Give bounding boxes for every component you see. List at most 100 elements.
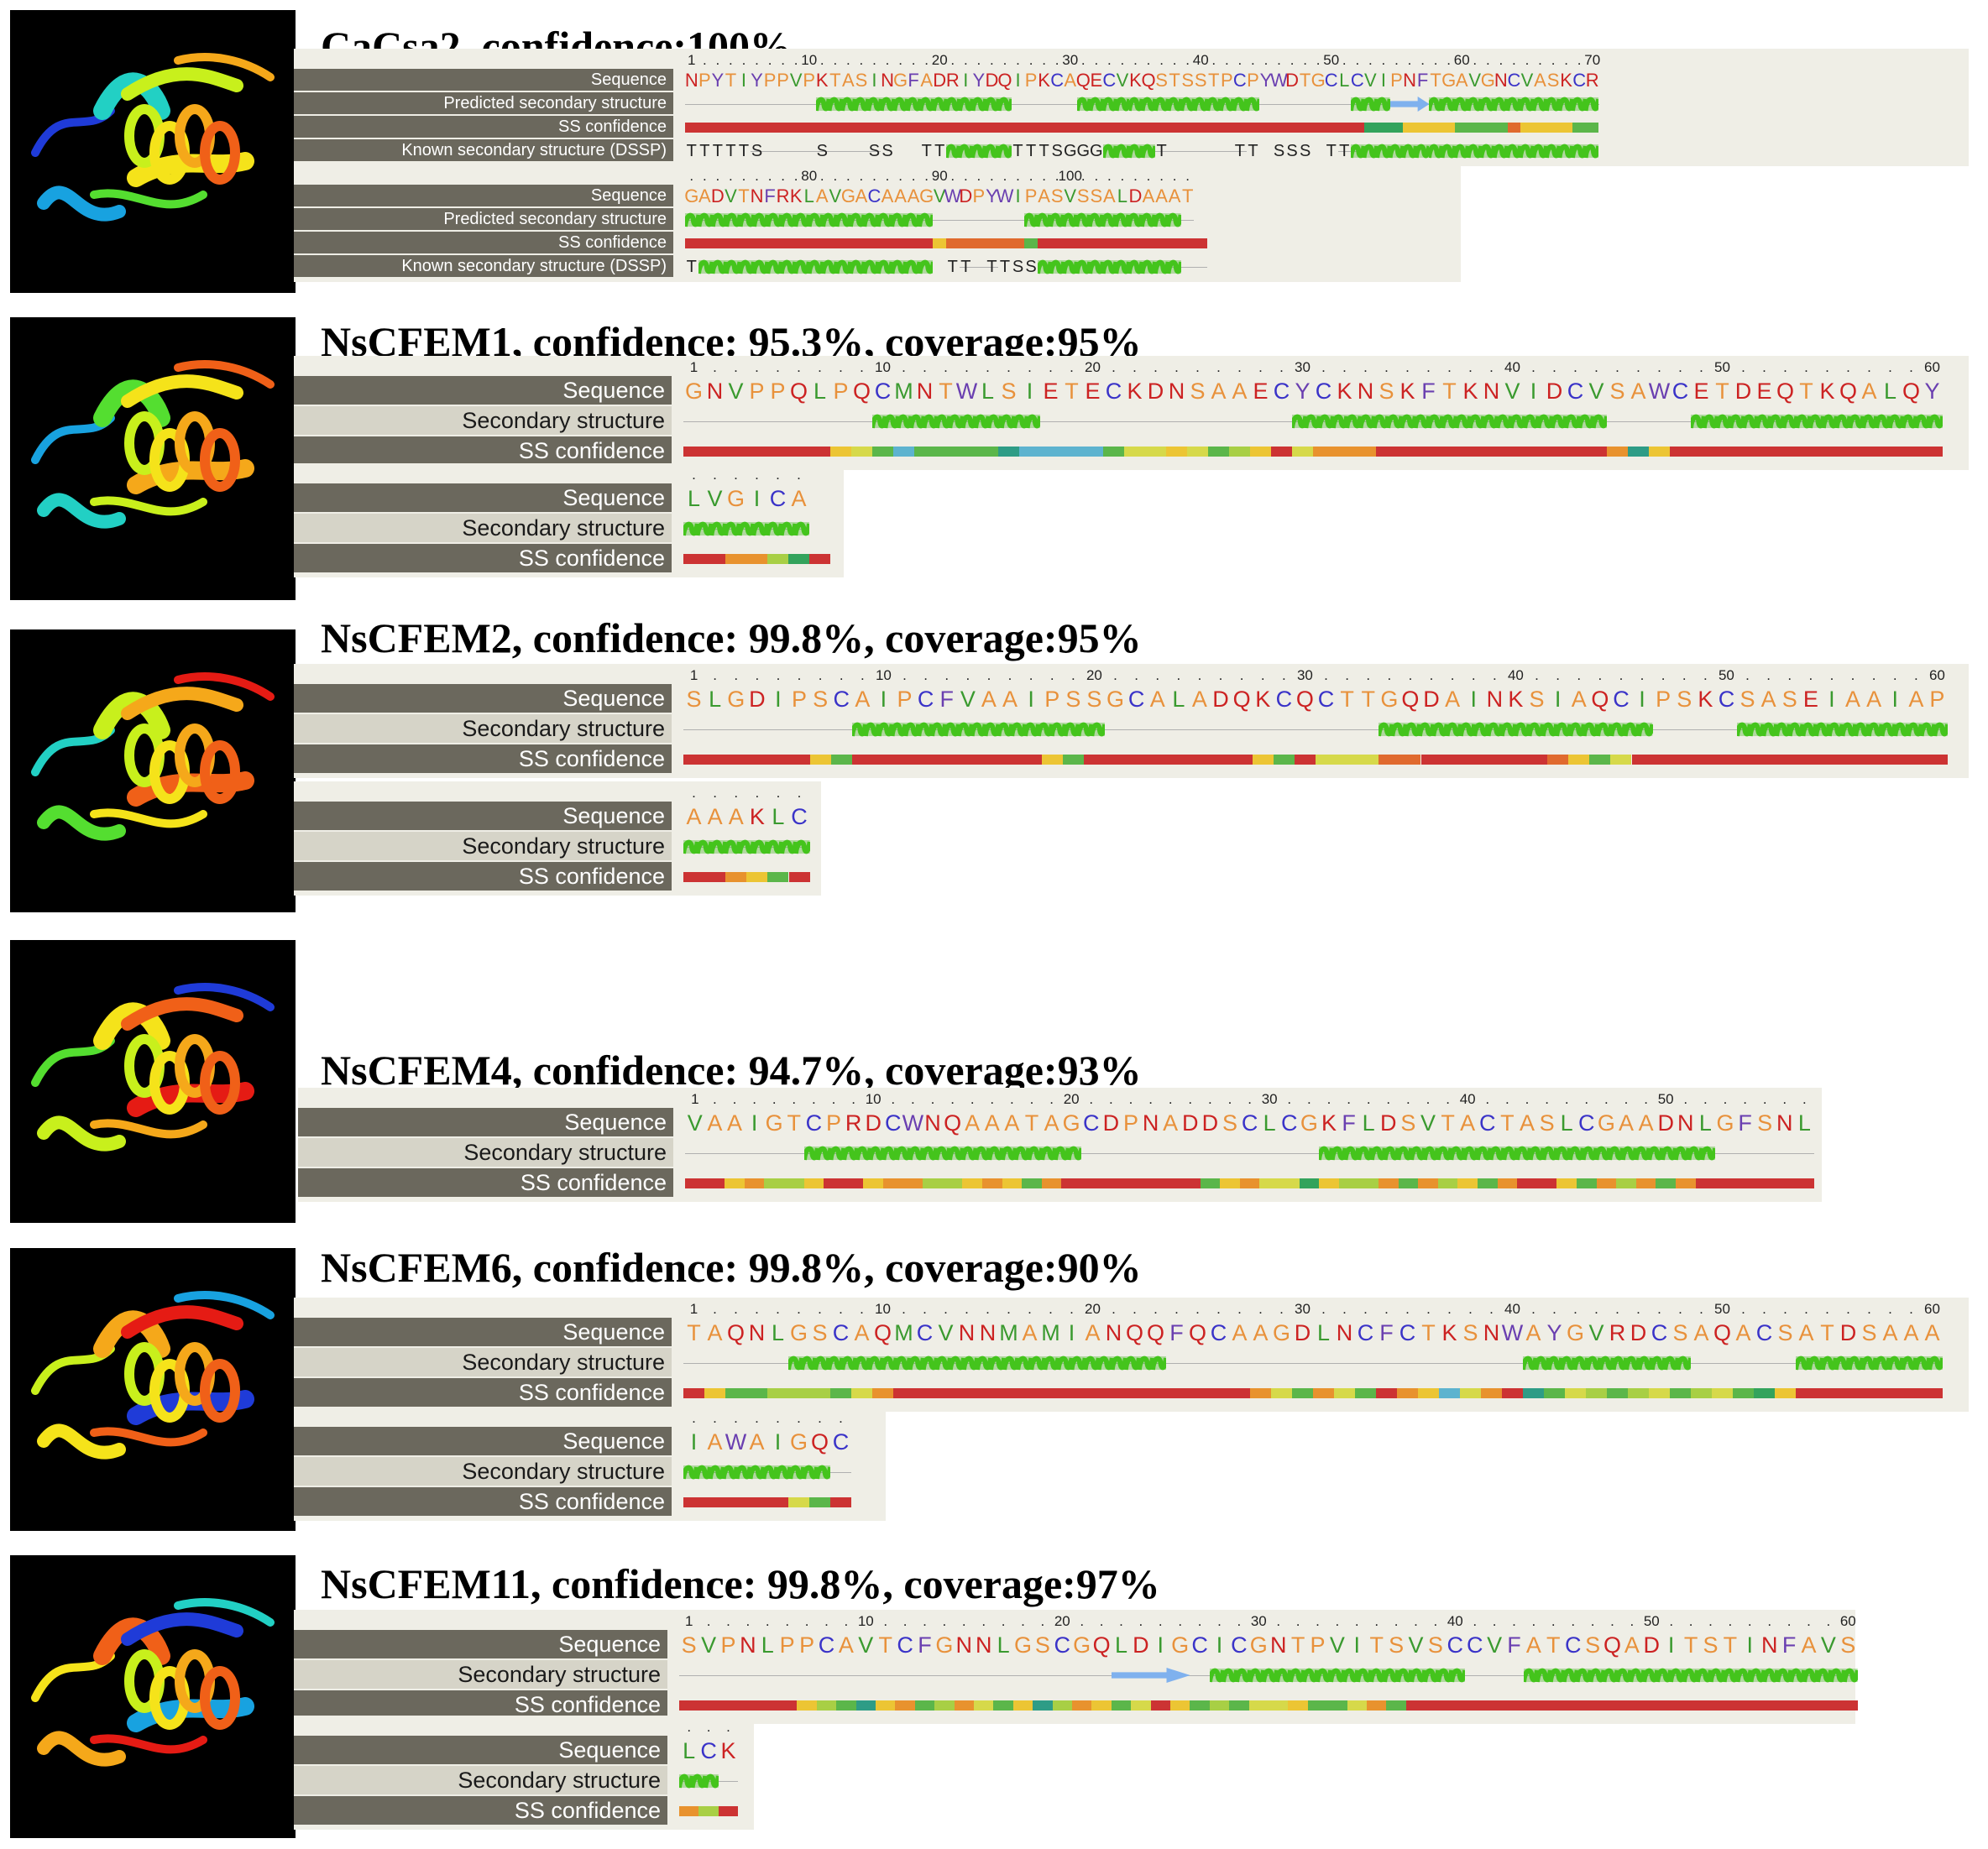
ruler-dot: . [1485, 52, 1490, 68]
ruler-dot: . [729, 52, 733, 68]
residue-letter: A [1022, 1320, 1038, 1345]
ss-confidence-segment [746, 872, 768, 882]
ruler-dot: . [1678, 1301, 1682, 1317]
ruler-dot: . [1120, 168, 1125, 184]
alpha-helix-icon [1737, 721, 1948, 738]
ss-confidence-segment [1367, 1700, 1387, 1711]
residue-letter: C [805, 1110, 823, 1136]
ruler-tick-label: 40 [1459, 1091, 1476, 1107]
residue-letter: P [720, 1632, 736, 1658]
residue-letter: Y [986, 185, 998, 206]
ruler-dot: . [1146, 52, 1151, 68]
ruler-dot: . [944, 667, 950, 683]
track-label-ss: Secondary structure [294, 1660, 667, 1689]
alpha-helix-icon [685, 212, 934, 228]
ruler-dot: . [1571, 1613, 1576, 1629]
ruler-dot: . [833, 52, 838, 68]
residue-letter: W [996, 185, 1014, 206]
residue-letter: E [1085, 379, 1101, 404]
residue-letter: V [1487, 1632, 1503, 1658]
dssp-state-letter: T [921, 142, 932, 160]
ruler-dot: . [1447, 359, 1452, 375]
ruler-dot: . [1829, 667, 1834, 683]
residue-letter: S [1777, 1320, 1793, 1345]
residue-letter: C [916, 1320, 934, 1345]
alpha-helix-icon [1379, 721, 1653, 738]
ss-confidence-segment [1033, 1700, 1053, 1711]
ruler-dot: . [793, 52, 798, 68]
ruler-dot: . [1049, 1301, 1053, 1317]
ruler-dot: . [1473, 52, 1478, 68]
ruler-dot: . [1846, 1301, 1850, 1317]
ruler-dot: . [1538, 52, 1542, 68]
track-block: 1........ 10......... 20......... 30.......… [294, 1298, 1969, 1412]
ruler-tick-label: 1 [689, 667, 698, 683]
residue-letter: S [686, 687, 702, 712]
track-label-ss-conf: SS confidence [294, 116, 673, 138]
residue-letter: N [1677, 1110, 1694, 1136]
ruler-dot: . [1577, 52, 1582, 68]
position-ruler: 1........ 10......... 20......... 30.......… [294, 49, 1969, 71]
residue-letter: I [1068, 1320, 1075, 1345]
ruler-dot: . [1766, 667, 1771, 683]
ruler-dot: . [1745, 667, 1750, 683]
ruler-dot: . [1433, 52, 1438, 68]
panel-title: NsCFEM11, confidence: 99.8%, coverage:97… [321, 1560, 1160, 1607]
residue-letter: C [1241, 1110, 1258, 1136]
ruler-dot: . [1556, 667, 1561, 683]
ruler-dot: . [1277, 52, 1281, 68]
residue-letter: K [749, 804, 765, 829]
track-block: 1........ 10......... 20......... 30.......… [294, 664, 1969, 778]
residue-letter: N [1168, 379, 1185, 404]
residue-letter: C [1231, 1632, 1248, 1658]
ruler-dot: . [1070, 1301, 1074, 1317]
ss-confidence-segment [1572, 123, 1599, 133]
residue-letter: C [1232, 70, 1247, 91]
residue-letter: P [972, 185, 986, 206]
ss-confidence-segment [893, 1388, 1250, 1398]
residue-letter: T [1430, 70, 1441, 91]
ruler-dot: . [872, 168, 876, 184]
ruler-dot: . [1386, 1091, 1391, 1107]
ruler-dot: . [706, 1719, 711, 1735]
ruler-dot: . [1678, 359, 1682, 375]
residue-letter: Y [972, 70, 986, 91]
alpha-helix-icon [1024, 212, 1181, 228]
ruler-dot: . [911, 52, 916, 68]
residue-letter: Y [1546, 1320, 1562, 1345]
ruler-dot: . [1094, 52, 1099, 68]
track-label-dssp: Known secondary structure (DSSP) [294, 255, 673, 277]
ruler-dot: . [1471, 667, 1476, 683]
residue-letter: Q [1125, 1320, 1144, 1345]
ruler-dot: . [963, 52, 968, 68]
ruler-dot: . [846, 52, 850, 68]
ruler-dot: . [1109, 1091, 1113, 1107]
residue-letter: L [1117, 185, 1128, 206]
ruler-dot: . [1197, 1613, 1202, 1629]
residue-letter: A [965, 1110, 981, 1136]
residue-letter: C [833, 687, 850, 712]
ss-confidence-segment [1209, 1700, 1230, 1711]
residue-letter: C [769, 486, 787, 511]
dssp-state-letter: T [1339, 142, 1350, 160]
ruler-dot: . [1708, 1613, 1713, 1629]
ss-confidence-segment [1616, 1178, 1636, 1188]
residue-letter: A [707, 1429, 723, 1455]
residue-letter: V [687, 1110, 703, 1136]
position-ruler: 1........ 10......... 20......... 30.......… [294, 1610, 1856, 1632]
residue-letter: T [1442, 379, 1457, 404]
ruler-dot: . [1594, 1301, 1598, 1317]
residue-letter: L [687, 486, 701, 511]
residue-letter: C [1651, 1320, 1668, 1345]
ruler-dot: . [923, 1301, 927, 1317]
dssp-state-letter: T [960, 258, 971, 276]
ss-confidence-segment [998, 447, 1019, 457]
residue-letter: K [815, 70, 829, 91]
residue-letter: T [1169, 70, 1180, 91]
track-label-ss: Secondary structure [294, 1457, 672, 1486]
ruler-dot: . [1394, 1613, 1399, 1629]
residue-letter: G [1013, 1632, 1033, 1658]
ruler-dot: . [797, 467, 801, 483]
